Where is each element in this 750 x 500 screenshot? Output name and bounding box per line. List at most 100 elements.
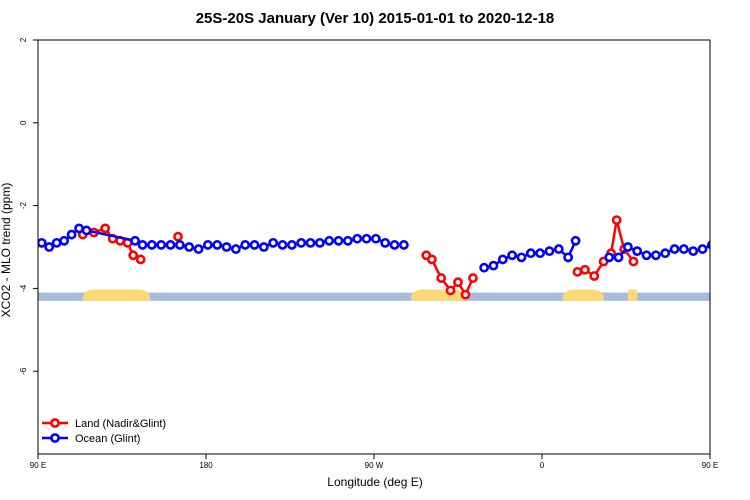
series-1-point-0-27 bbox=[314, 237, 325, 248]
series-1-point-0-24 bbox=[286, 240, 297, 250]
series-1-point-2-12 bbox=[718, 243, 725, 250]
series-1-point-2-10 bbox=[697, 244, 708, 254]
series-1-point-0-20 bbox=[249, 240, 260, 250]
series-1-point-0-33 bbox=[370, 233, 381, 244]
series-1-point-0-6 bbox=[81, 225, 92, 236]
series-1-point-2-14 bbox=[736, 235, 743, 242]
series-1-point-0-26 bbox=[305, 237, 316, 248]
series-layer bbox=[38, 215, 750, 300]
series-1-point-0-22 bbox=[268, 237, 279, 248]
series-1-point-0-23 bbox=[277, 240, 288, 250]
series-1-point-2-7 bbox=[669, 244, 680, 254]
series-1-point-0-11 bbox=[165, 240, 176, 250]
series-1-point-0-25 bbox=[296, 237, 307, 248]
legend: Land (Nadir&Glint) Ocean (Glint) bbox=[42, 418, 166, 445]
series-1-point-0-17 bbox=[221, 242, 232, 252]
legend-marker-1 bbox=[50, 433, 60, 443]
legend-marker-0 bbox=[50, 418, 60, 428]
series-1-point-0-19 bbox=[240, 240, 251, 250]
series-1-point-1-8 bbox=[553, 244, 564, 254]
series-1-point-0-8 bbox=[137, 240, 148, 250]
ocean-strip bbox=[38, 292, 710, 301]
land-ocean-strip bbox=[38, 289, 710, 301]
series-1-point-0-15 bbox=[202, 240, 213, 250]
x-tick-label-4: 90 E bbox=[702, 461, 718, 470]
y-tick-label-3: -4 bbox=[19, 284, 28, 292]
series-1-point-2-8 bbox=[678, 244, 689, 254]
series-1-point-0-36 bbox=[398, 240, 409, 250]
series-1-point-0-1 bbox=[44, 242, 55, 252]
series-1-point-1-9 bbox=[563, 252, 574, 263]
series-0-point-3-1 bbox=[580, 264, 590, 275]
series-1-line-2 bbox=[609, 244, 710, 259]
series-0-point-0-7 bbox=[135, 254, 146, 265]
x-tick-label-1: 180 bbox=[199, 461, 213, 470]
legend-label-0: Land (Nadir&Glint) bbox=[75, 418, 166, 430]
series-1-point-0-10 bbox=[156, 240, 167, 250]
series-0-point-3-2 bbox=[589, 271, 600, 281]
series-1-point-0-29 bbox=[333, 235, 344, 246]
series-1-point-2-11 bbox=[706, 240, 710, 250]
series-1-point-1-10 bbox=[570, 235, 581, 246]
series-1-point-2-5 bbox=[650, 250, 661, 261]
series-1-point-0-31 bbox=[352, 233, 363, 244]
land-segment-1 bbox=[411, 289, 466, 301]
y-axis-label: XCO2 - MLO trend (ppm) bbox=[0, 182, 13, 318]
series-0-point-2-5 bbox=[460, 289, 471, 300]
series-1-point-0-5 bbox=[74, 223, 84, 234]
series-1-point-0-3 bbox=[59, 235, 70, 246]
series-1-point-2-0 bbox=[604, 252, 615, 263]
series-0-point-1-0 bbox=[173, 231, 183, 242]
series-0-point-0-6 bbox=[128, 250, 139, 261]
series-1-point-0-21 bbox=[258, 242, 269, 252]
series-1-point-2-15 bbox=[746, 229, 750, 236]
series-1-point-0-0 bbox=[38, 237, 47, 248]
series-1-point-1-5 bbox=[525, 248, 536, 259]
series-1-point-0-13 bbox=[184, 242, 195, 252]
series-1-point-0-28 bbox=[324, 235, 335, 246]
x-axis-label: Longitude (deg E) bbox=[327, 475, 423, 489]
y-tick-label-4: -6 bbox=[19, 367, 28, 375]
series-1-point-0-2 bbox=[51, 237, 62, 248]
y-tick-label-1: 0 bbox=[19, 120, 28, 125]
x-tick-label-3: 0 bbox=[540, 461, 545, 470]
series-1-point-2-2 bbox=[622, 242, 633, 252]
series-1-point-1-1 bbox=[488, 260, 499, 271]
series-1-point-0-9 bbox=[146, 240, 157, 250]
series-1-point-0-35 bbox=[389, 240, 400, 250]
y-tick-label-0: 2 bbox=[19, 37, 28, 42]
series-1-point-2-6 bbox=[660, 248, 671, 259]
series-1-point-1-6 bbox=[535, 248, 546, 259]
series-1-point-1-4 bbox=[516, 252, 527, 263]
series-1-point-0-4 bbox=[66, 229, 77, 240]
series-1-point-0-7 bbox=[130, 235, 140, 246]
x-tick-label-0: 90 E bbox=[30, 461, 46, 470]
series-0-point-2-4 bbox=[453, 277, 463, 288]
land-segment-3 bbox=[627, 289, 638, 301]
series-0-point-2-2 bbox=[436, 273, 447, 283]
series-1-point-1-0 bbox=[479, 262, 490, 273]
series-0-point-0-2 bbox=[100, 223, 111, 234]
series-1-point-0-30 bbox=[342, 235, 353, 246]
series-0-point-3-5 bbox=[611, 215, 622, 225]
series-0-point-2-1 bbox=[426, 254, 437, 265]
x-tick-label-2: 90 W bbox=[365, 461, 384, 470]
series-0-point-3-0 bbox=[572, 266, 583, 277]
series-1-point-1-7 bbox=[544, 246, 555, 257]
land-segment-0 bbox=[82, 289, 150, 301]
series-1-point-0-12 bbox=[174, 240, 185, 250]
series-1-point-2-3 bbox=[632, 246, 643, 257]
chart-title: 25S-20S January (Ver 10) 2015-01-01 to 2… bbox=[195, 10, 555, 27]
series-1 bbox=[38, 223, 750, 273]
series-0-point-3-7 bbox=[628, 256, 639, 267]
series-1-point-2-1 bbox=[613, 252, 624, 263]
land-segment-2 bbox=[562, 289, 604, 301]
y-tick-label-2: -2 bbox=[19, 201, 28, 209]
series-1-point-0-32 bbox=[361, 233, 372, 244]
series-1-point-2-9 bbox=[688, 246, 699, 257]
series-1-point-0-16 bbox=[212, 240, 223, 250]
series-1-point-2-4 bbox=[641, 250, 652, 261]
legend-label-1: Ocean (Glint) bbox=[75, 433, 140, 445]
series-1-point-0-18 bbox=[230, 244, 241, 254]
